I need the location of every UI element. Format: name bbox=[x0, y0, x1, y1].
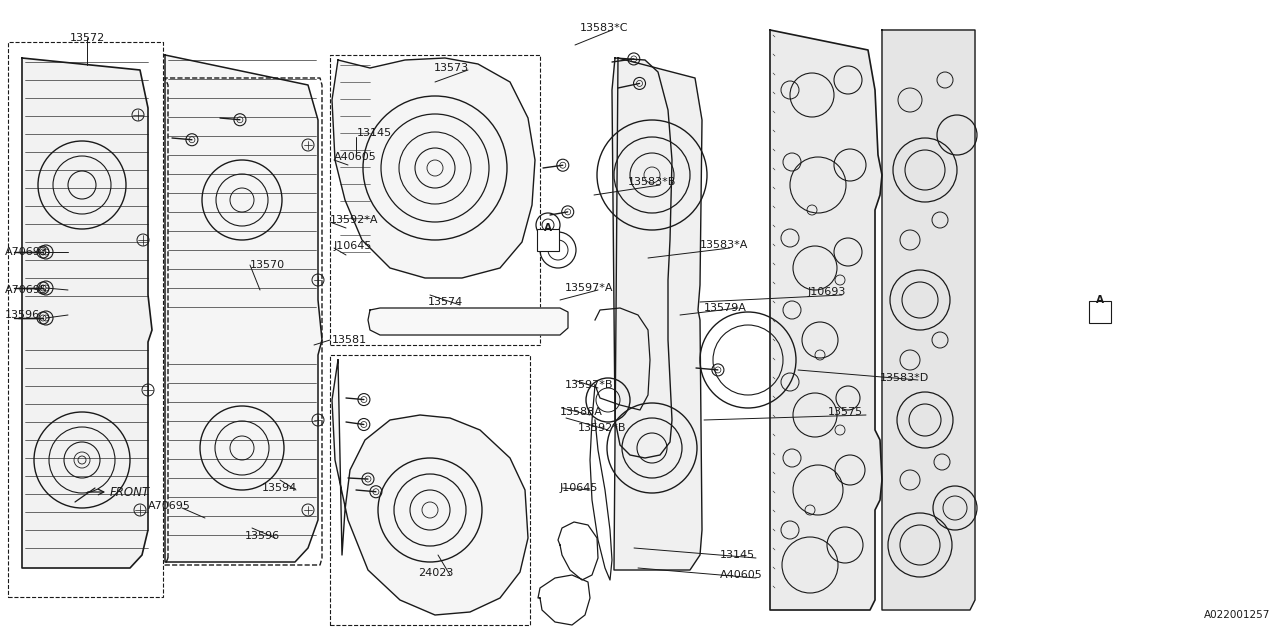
Text: 13579A: 13579A bbox=[704, 303, 746, 313]
Text: 13581: 13581 bbox=[332, 335, 367, 345]
Text: 13145: 13145 bbox=[357, 128, 392, 138]
Text: 13596: 13596 bbox=[5, 310, 40, 320]
Text: 13570: 13570 bbox=[250, 260, 285, 270]
Polygon shape bbox=[612, 58, 672, 458]
Polygon shape bbox=[165, 55, 323, 562]
Text: A70695: A70695 bbox=[148, 501, 191, 511]
Text: 13592*B: 13592*B bbox=[579, 423, 626, 433]
Text: 13597*B: 13597*B bbox=[564, 380, 613, 390]
Text: A70693: A70693 bbox=[5, 247, 47, 257]
Polygon shape bbox=[332, 360, 529, 615]
Polygon shape bbox=[369, 308, 568, 335]
FancyBboxPatch shape bbox=[1089, 301, 1111, 323]
FancyBboxPatch shape bbox=[538, 229, 559, 251]
Text: 24023: 24023 bbox=[419, 568, 453, 578]
Text: A40605: A40605 bbox=[719, 570, 763, 580]
Text: J10645: J10645 bbox=[561, 483, 598, 493]
Text: J10693: J10693 bbox=[808, 287, 846, 297]
Text: A: A bbox=[1096, 295, 1103, 305]
Text: 13573: 13573 bbox=[434, 63, 470, 73]
Text: A70695: A70695 bbox=[5, 285, 47, 295]
Text: 13594: 13594 bbox=[262, 483, 297, 493]
Polygon shape bbox=[614, 58, 701, 570]
Text: 13597*A: 13597*A bbox=[564, 283, 613, 293]
Text: A022001257: A022001257 bbox=[1203, 610, 1270, 620]
Polygon shape bbox=[332, 58, 535, 278]
Text: 13583*C: 13583*C bbox=[580, 23, 628, 33]
Polygon shape bbox=[771, 30, 882, 610]
Text: J10645: J10645 bbox=[334, 241, 372, 251]
Text: 13574: 13574 bbox=[428, 297, 463, 307]
Text: 13592*A: 13592*A bbox=[330, 215, 379, 225]
Text: 13596: 13596 bbox=[244, 531, 280, 541]
Text: 13575: 13575 bbox=[828, 407, 863, 417]
Bar bbox=[330, 55, 540, 345]
Text: 13583*B: 13583*B bbox=[628, 177, 676, 187]
Polygon shape bbox=[22, 58, 152, 568]
Polygon shape bbox=[882, 30, 975, 610]
Text: 13572: 13572 bbox=[69, 33, 105, 43]
Text: 13588A: 13588A bbox=[561, 407, 603, 417]
Text: 13583*A: 13583*A bbox=[700, 240, 749, 250]
Text: 13145: 13145 bbox=[719, 550, 755, 560]
Text: FRONT: FRONT bbox=[110, 486, 150, 499]
Text: 13583*D: 13583*D bbox=[881, 373, 929, 383]
Text: A40605: A40605 bbox=[334, 152, 376, 162]
Bar bbox=[330, 355, 530, 625]
Text: A: A bbox=[544, 223, 552, 233]
Bar bbox=[8, 42, 163, 597]
